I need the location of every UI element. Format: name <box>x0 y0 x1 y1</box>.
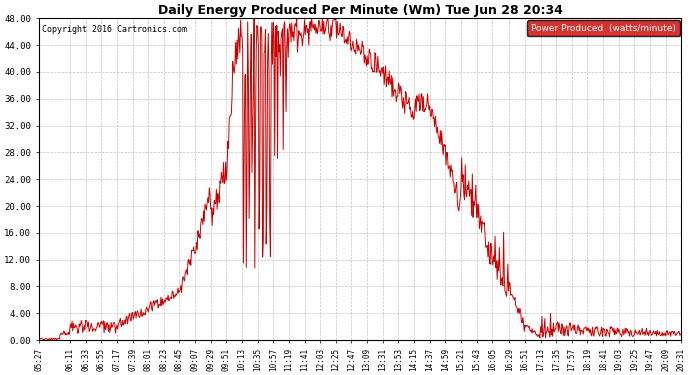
Legend: Power Produced  (watts/minute): Power Produced (watts/minute) <box>527 20 680 36</box>
Text: Copyright 2016 Cartronics.com: Copyright 2016 Cartronics.com <box>42 25 187 34</box>
Title: Daily Energy Produced Per Minute (Wm) Tue Jun 28 20:34: Daily Energy Produced Per Minute (Wm) Tu… <box>157 4 562 17</box>
